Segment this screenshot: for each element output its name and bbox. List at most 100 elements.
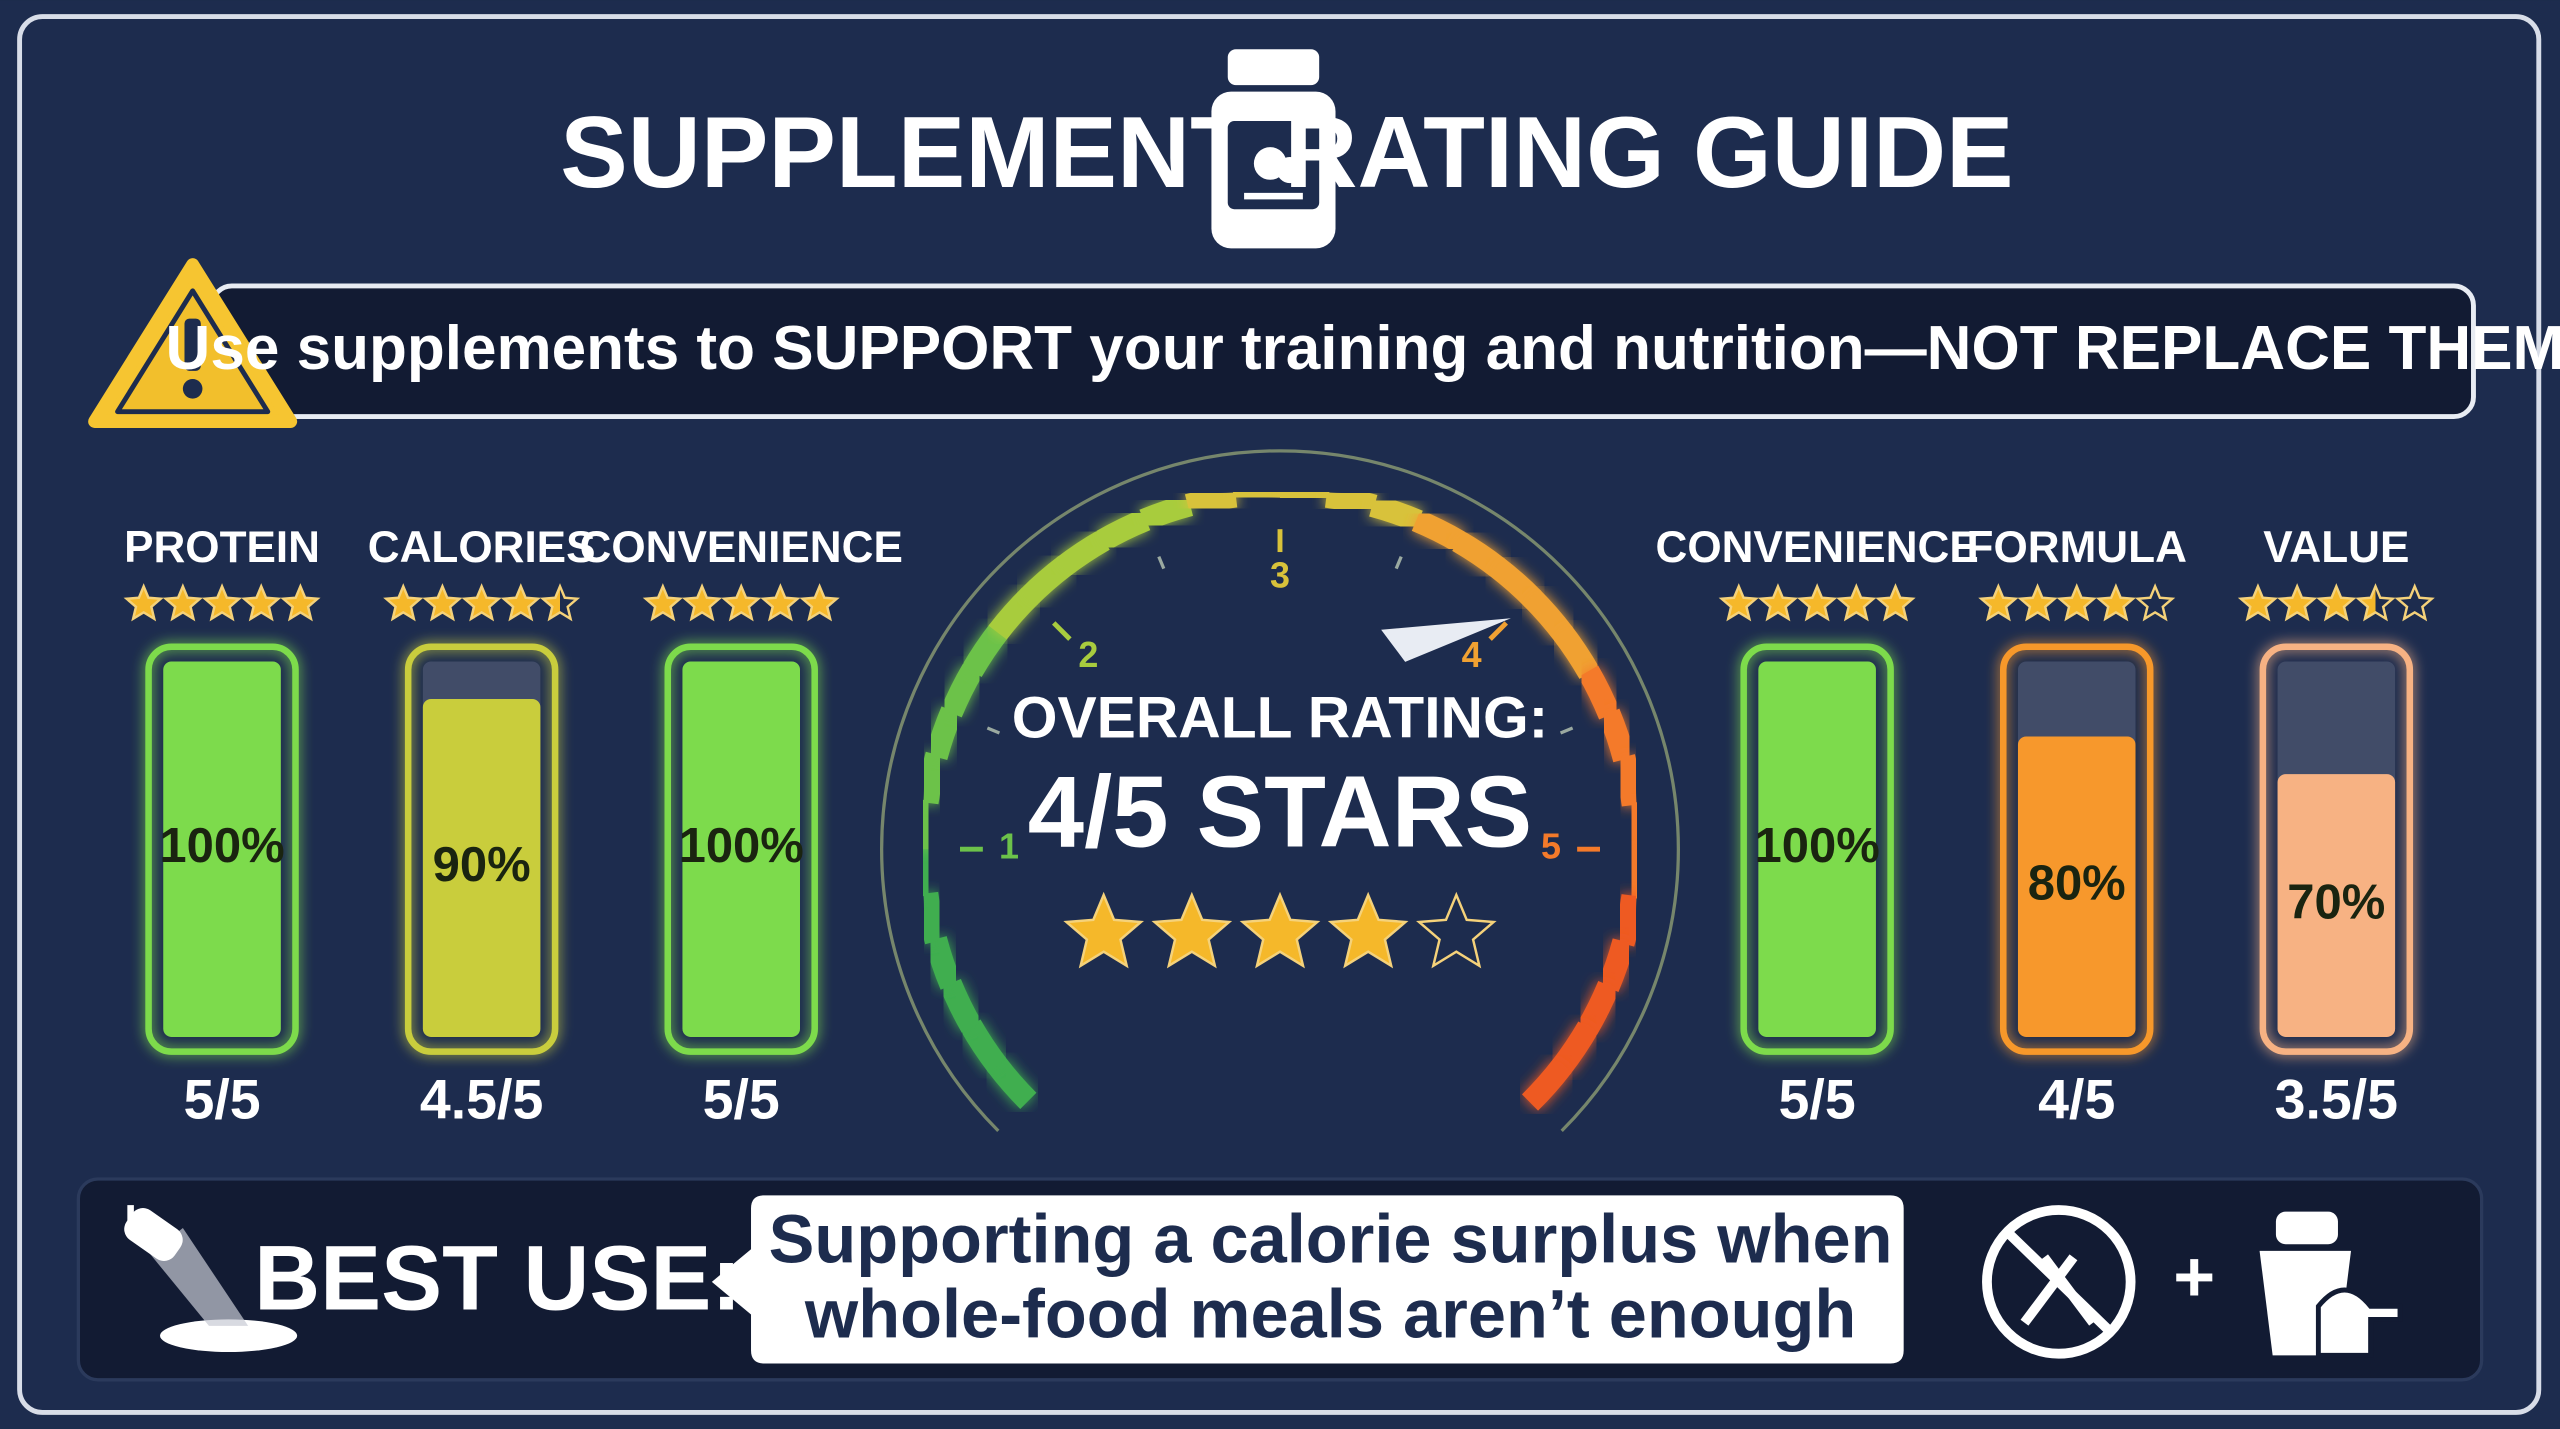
rating-score: 3.5/5 bbox=[2275, 1069, 2398, 1131]
gauge-arc bbox=[1184, 484, 1238, 517]
gauge-arc bbox=[915, 751, 948, 805]
gauge-outer-arc bbox=[880, 449, 1680, 1133]
star bbox=[1718, 583, 1759, 622]
gauge-arc bbox=[912, 798, 939, 850]
title-left: SUPPLEMENT bbox=[560, 96, 1252, 209]
gauge-tick bbox=[1488, 621, 1509, 641]
bar-frame bbox=[1740, 643, 1894, 1055]
gauge-arc bbox=[1612, 754, 1645, 807]
bar-percent: 80% bbox=[2028, 857, 2126, 911]
warning-icon bbox=[88, 258, 298, 428]
star bbox=[123, 583, 164, 622]
star bbox=[2394, 583, 2435, 622]
gauge-tick-label: 1 bbox=[999, 826, 1019, 867]
gauge-arc bbox=[1612, 894, 1645, 947]
bar-frame bbox=[145, 643, 299, 1055]
star bbox=[1151, 891, 1233, 969]
bar-percent: 100% bbox=[159, 819, 284, 873]
best-use-line: whole-food meals aren’t enough bbox=[804, 1276, 1856, 1353]
rating-label: CONVENIENCE bbox=[1655, 523, 1978, 572]
rating-score: 4.5/5 bbox=[420, 1069, 543, 1131]
gauge-tick-label: 2 bbox=[1078, 634, 1098, 675]
title-right: RATING GUIDE bbox=[1284, 96, 2013, 209]
star bbox=[241, 583, 282, 622]
star bbox=[2316, 583, 2357, 622]
bar-fill bbox=[682, 661, 800, 1037]
star bbox=[422, 583, 463, 622]
rating-score: 5/5 bbox=[183, 1069, 260, 1131]
star bbox=[461, 583, 502, 622]
star bbox=[1875, 583, 1916, 622]
star bbox=[1239, 891, 1321, 969]
star bbox=[1757, 583, 1799, 622]
star bbox=[642, 583, 683, 622]
star bbox=[383, 583, 424, 622]
star bbox=[2017, 583, 2058, 622]
star bbox=[500, 583, 541, 622]
gauge-arc bbox=[1279, 481, 1331, 508]
gauge-arc bbox=[915, 891, 948, 945]
bar-frame bbox=[664, 643, 818, 1055]
gauge-arc bbox=[1324, 484, 1378, 518]
rating-label: PROTEIN bbox=[124, 523, 320, 572]
gauge-arc bbox=[1597, 938, 1635, 992]
star bbox=[1836, 583, 1877, 622]
gauge-arc bbox=[1139, 493, 1194, 531]
rating-score: 5/5 bbox=[1779, 1069, 1856, 1131]
rating-label: VALUE bbox=[2263, 523, 2409, 572]
star bbox=[1416, 891, 1497, 969]
best-use-line: Supporting a calorie surplus when bbox=[769, 1200, 1893, 1277]
rating-score: 4/5 bbox=[2038, 1069, 2115, 1131]
rating-label: FORMULA bbox=[1967, 523, 2187, 572]
bar-percent: 70% bbox=[2287, 875, 2385, 929]
rating-score: 5/5 bbox=[703, 1069, 780, 1131]
bar-fill bbox=[2277, 774, 2396, 1037]
bar-percent: 100% bbox=[1755, 819, 1880, 873]
star bbox=[2095, 583, 2137, 622]
star bbox=[2134, 583, 2176, 622]
bar-fill bbox=[1758, 661, 1876, 1037]
star bbox=[799, 583, 840, 622]
bar-frame bbox=[1999, 643, 2154, 1055]
frame bbox=[17, 14, 2542, 1415]
star bbox=[721, 583, 762, 622]
gauge-arc bbox=[1621, 801, 1648, 852]
star bbox=[2056, 583, 2097, 622]
gauge-value: 4/5 STARS bbox=[1028, 756, 1532, 869]
star bbox=[1327, 891, 1409, 969]
warning-text: Use supplements to SUPPORT your training… bbox=[166, 314, 2560, 383]
star bbox=[760, 583, 801, 622]
plus-sign: + bbox=[2173, 1237, 2215, 1317]
star bbox=[2237, 583, 2279, 622]
gauge-tick-label: 3 bbox=[1270, 555, 1290, 596]
gauge-arc bbox=[1232, 481, 1283, 508]
rating-label: CONVENIENCE bbox=[580, 523, 903, 572]
bar-fill bbox=[2017, 736, 2136, 1037]
gauge-minor-tick bbox=[986, 726, 1001, 735]
jar-icon bbox=[1211, 49, 1336, 249]
star bbox=[1978, 583, 2019, 622]
star bbox=[2355, 583, 2396, 622]
bar-frame bbox=[2259, 643, 2414, 1055]
best-use-label: BEST USE: bbox=[254, 1227, 742, 1329]
star bbox=[280, 583, 321, 622]
gauge-minor-tick bbox=[1157, 555, 1166, 570]
rating-label: CALORIES bbox=[368, 523, 596, 572]
gauge-arc bbox=[924, 936, 962, 990]
star bbox=[1063, 891, 1144, 969]
gauge-arc bbox=[925, 706, 963, 761]
gauge-minor-tick bbox=[1394, 555, 1403, 570]
gauge-arc bbox=[912, 846, 939, 898]
gauge-pointer bbox=[1381, 618, 1511, 662]
star bbox=[681, 583, 723, 622]
gauge-tick-label: 4 bbox=[1462, 634, 1482, 675]
bar-percent: 100% bbox=[679, 819, 804, 873]
star bbox=[539, 583, 581, 622]
no-food-icon bbox=[1982, 1205, 2136, 1359]
gauge-arc bbox=[1621, 849, 1648, 900]
star bbox=[162, 583, 203, 622]
gauge-arc bbox=[1521, 1058, 1572, 1111]
gauge-minor-tick bbox=[1559, 726, 1574, 735]
